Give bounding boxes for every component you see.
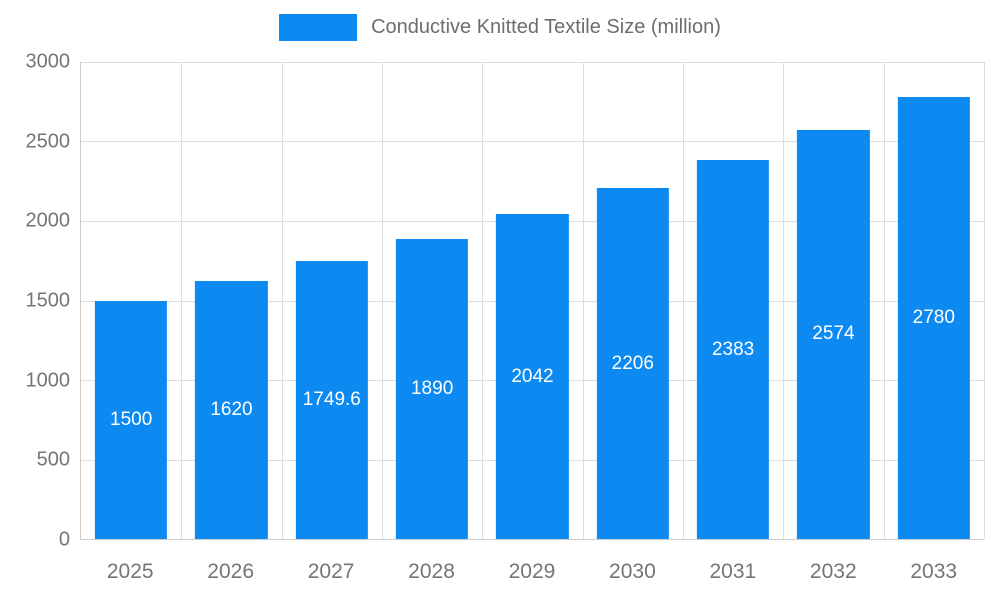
y-tick-label: 1000 [25, 369, 71, 392]
bar[interactable]: 1500 [95, 300, 168, 539]
x-tick-label: 2032 [809, 560, 857, 583]
legend-swatch [279, 14, 358, 41]
bar[interactable]: 1749.6 [295, 260, 368, 539]
x-tick-label: 2029 [508, 560, 556, 583]
bar-value-label: 2780 [912, 306, 955, 328]
bar-column: 1500 [81, 62, 181, 539]
bar-value-label: 2574 [812, 323, 855, 345]
bar[interactable]: 2042 [496, 214, 569, 539]
bar-value-label: 1749.6 [302, 388, 361, 410]
y-tick-label: 2000 [25, 209, 71, 232]
bar-column: 2574 [783, 62, 883, 539]
bar-value-label: 1620 [210, 399, 253, 421]
x-tick-label: 2033 [910, 560, 958, 583]
gridline-horizontal [81, 62, 984, 63]
x-tick-label: 2026 [207, 560, 255, 583]
x-axis: 2025 2026 2027 2028 2029 2030 2031 2032 2033 [80, 552, 984, 592]
y-tick-label: 3000 [25, 50, 71, 73]
bar-value-label: 2042 [511, 365, 554, 387]
gridline-vertical [181, 62, 183, 539]
bar[interactable]: 2383 [697, 160, 770, 539]
plot-area: 1500 1620 1749.6 1890 2042 2206 2383 2574 2780 [80, 62, 985, 540]
bar-value-label: 2206 [611, 352, 654, 374]
chart-legend: Conductive Knitted Textile Size (million… [0, 14, 1000, 41]
y-tick-label: 2500 [25, 130, 71, 153]
gridline-vertical [682, 62, 684, 539]
bar[interactable]: 2206 [596, 188, 669, 539]
bar[interactable]: 1620 [195, 281, 268, 539]
gridline-vertical [381, 62, 383, 539]
x-tick-label: 2030 [609, 560, 656, 583]
bar-value-label: 1890 [410, 377, 454, 399]
bar-column: 1620 [181, 62, 281, 539]
gridline-vertical [582, 62, 584, 539]
bar-column: 2383 [683, 62, 783, 539]
gridline-vertical [281, 62, 283, 539]
bar-column: 2206 [583, 62, 683, 539]
gridline-vertical [482, 62, 484, 539]
bar-column: 2042 [482, 62, 582, 539]
x-tick-label: 2031 [709, 560, 757, 583]
x-tick-label: 2027 [307, 560, 355, 583]
y-tick-label: 1500 [25, 289, 71, 312]
y-tick-label: 500 [36, 448, 70, 471]
gridline-vertical [883, 62, 885, 539]
y-axis: 0 500 1000 1500 2000 2500 3000 [0, 51, 71, 551]
bar[interactable]: 1890 [396, 238, 469, 539]
gridline-vertical [984, 62, 985, 539]
bar-column: 1890 [382, 62, 482, 539]
chart-title: Conductive Knitted Textile Size (million… [371, 16, 721, 38]
x-tick-label: 2028 [408, 560, 455, 583]
bars-layer: 1500 1620 1749.6 1890 2042 2206 2383 2574 2780 [81, 62, 984, 539]
gridline-vertical [783, 62, 785, 539]
x-tick-label: 2025 [106, 560, 154, 583]
bar-value-label: 1500 [110, 408, 153, 430]
bar[interactable]: 2780 [897, 96, 970, 539]
bar-column: 1749.6 [282, 62, 382, 539]
bar[interactable]: 2574 [797, 129, 870, 539]
gridline-horizontal [81, 141, 984, 143]
bar-value-label: 2383 [711, 338, 755, 360]
y-tick-label: 0 [58, 528, 70, 551]
bar-column: 2780 [884, 62, 984, 539]
